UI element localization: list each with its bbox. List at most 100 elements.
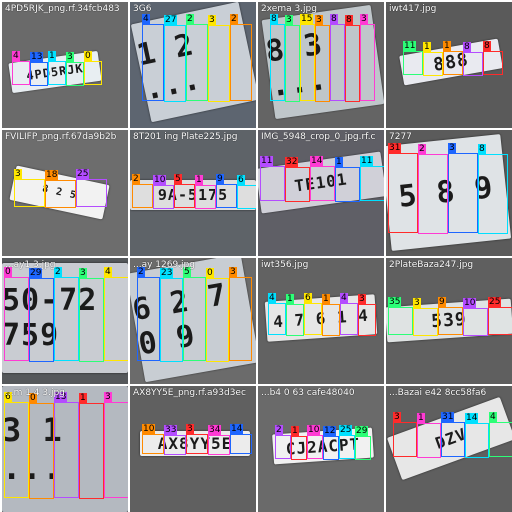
detection-label: 1 [443,41,451,51]
detection-label: 31 [388,143,402,153]
image-tile[interactable]: iwt417.jpg 888 11 1 1 8 8 [386,2,512,128]
detection-label: 9 [216,174,224,184]
detection-box [206,278,229,362]
detection-label: 25 [488,297,502,307]
detection-label: 4 [340,293,348,303]
image-tile[interactable]: ...ay1 3.jpg 50-72 759 0 29 2 3 4 [2,258,128,384]
detection-label: 10 [463,298,477,308]
detection-label: 3 [358,294,366,304]
detection-box [4,402,29,498]
detection-label: 3 [14,169,22,179]
detection-label: 1 [335,157,343,167]
image-tile[interactable]: FVILIFP_png.rf.67da9b2b 8 2 5 3 18 25 [2,130,128,256]
detection-label: 8 [330,14,338,24]
detection-label: 29 [29,268,43,278]
detection-box [300,24,315,101]
tile-caption: ...m 1 4 3.jpg [5,388,65,398]
detection-label: 4 [268,293,276,303]
detection-box [79,278,104,362]
image-tile[interactable]: 4PD5RJK_png.rf.34fcb483 4PD5RJK 4 13 1 3 0 [2,2,128,128]
detection-box [340,303,358,335]
image-tile[interactable]: 2xema 3.jpg 8 3 ... 8 3 15 3 8 8 3 [258,2,384,128]
detection-box [30,62,48,86]
detection-label: 3 [208,15,216,25]
image-tile[interactable]: 3G6 1 2 ... 4 27 2 3 2 [130,2,256,128]
detection-label: 8 [483,41,491,51]
detection-box [304,303,322,335]
detection-box [360,166,384,201]
detection-box [291,436,307,460]
image-tile[interactable]: ...Bazai e42 8cc58fa6 DZV 3 1 31 14 4 [386,386,512,512]
detection-box [483,51,503,75]
detection-box [339,435,355,459]
detection-box [322,304,340,336]
detection-box [137,277,160,361]
detection-label: 8 [270,14,278,24]
detection-label: 2 [275,425,283,435]
detection-box [153,185,174,209]
detection-label: 31 [441,412,455,422]
tile-caption: 8T201 ing Plate225.jpg [133,132,238,142]
detection-box [186,434,208,454]
detection-label: 1 [417,413,425,423]
tile-caption: 3G6 [133,4,152,14]
image-tile[interactable]: ...ay 1269.jpg 6 2 7 0 9 2 23 5 0 3 [130,258,256,384]
detection-label: 23 [160,268,174,278]
detection-label: 5 [183,267,191,277]
detection-box [195,185,216,209]
image-tile[interactable]: 7277 5 8 9 31 2 3 8 [386,130,512,256]
detection-box [186,24,208,101]
detection-label: 9 [438,297,446,307]
image-tile[interactable]: 2PlateBaza247.jpg 539 35 3 9 10 25 [386,258,512,384]
detection-label: 5 [174,174,182,184]
tile-caption: 2xema 3.jpg [261,4,317,14]
detection-box [216,184,237,208]
image-tile[interactable]: 8T201 ing Plate225.jpg 9A-5175 2 10 5 1 9 6 [130,130,256,256]
detection-label: 10 [307,425,321,435]
image-tile[interactable]: AX8YY5E_png.rf.a93d3ec AX8YY5E 10 33 3 34 14 [130,386,256,512]
detection-label: 3 [393,412,401,422]
image-tile[interactable]: ...b4 0 63 cafe48040 CJ2ACPT 2 1 10 12 25 29 [258,386,384,512]
license-plate: 3 1 ... [2,386,128,512]
detection-box [285,25,300,102]
detection-label: 3 [104,392,112,402]
license-plate: AX8YY5E [140,431,250,456]
detection-label: 0 [4,267,12,277]
license-plate: 9A-5175 [130,180,256,210]
detection-box [413,308,438,336]
detection-label: 10 [142,424,156,434]
detection-box [307,435,323,459]
detection-label: 4 [12,51,20,61]
tile-caption: 4PD5RJK_png.rf.34fcb483 [5,4,120,14]
detection-label: 13 [30,52,44,62]
tile-caption: ...Bazai e42 8cc58fa6 [389,388,487,398]
image-tile[interactable]: ...m 1 4 3.jpg 3 1 ... 6 0 13 1 3 [2,386,128,512]
image-tile[interactable]: IMG_5948_crop_0_jpg.rf.c TE101 11 32 14 1 11 [258,130,384,256]
detection-box [330,24,345,101]
detection-label: 3 [66,52,74,62]
detection-label: 35 [388,297,402,307]
detection-box [463,52,483,76]
detection-box [268,303,286,335]
detection-box [388,153,418,233]
detection-box [441,422,465,457]
detection-box [423,52,443,76]
detection-label: 29 [355,426,369,436]
detection-box [358,304,376,336]
detection-box [360,24,375,101]
tile-caption: iwt356.jpg [261,260,309,270]
detection-label: 1 [291,426,299,436]
detection-label: 0 [206,268,214,278]
detection-box [237,185,256,209]
detection-box [54,277,79,361]
detection-label: 10 [153,175,167,185]
detection-box [208,435,230,455]
detection-box [448,153,478,233]
detection-box [418,154,448,234]
detection-label: 6 [304,293,312,303]
detection-box [12,61,30,85]
detection-label: 1 [79,393,87,403]
detection-box [142,434,164,454]
detection-box [260,166,285,201]
